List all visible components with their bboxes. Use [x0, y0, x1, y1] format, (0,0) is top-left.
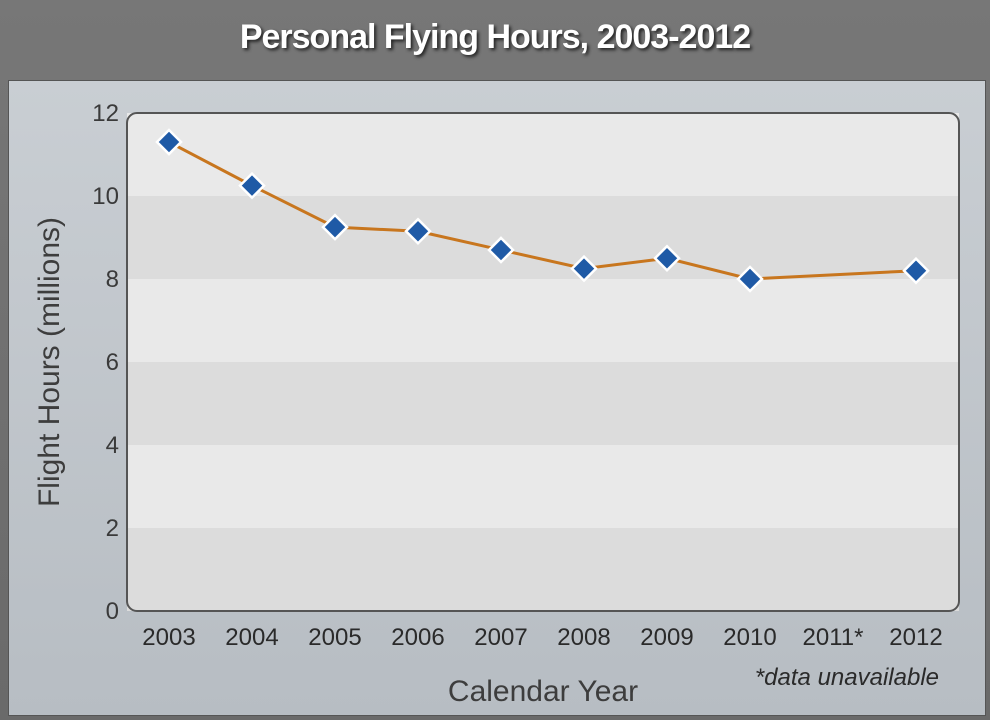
plot-band	[127, 279, 959, 362]
plot-band	[127, 196, 959, 279]
x-tick-label: 2006	[391, 624, 444, 651]
x-tick-label: 2010	[723, 624, 776, 651]
data-point-2003	[155, 128, 183, 156]
x-tick-label: 2004	[225, 624, 278, 651]
x-tick-label: 2008	[557, 624, 610, 651]
y-tick-label: 6	[106, 349, 119, 376]
plot-band	[127, 362, 959, 445]
x-tick-label: 2007	[474, 624, 527, 651]
x-tick-label: 2012	[889, 624, 942, 651]
data-point-2004	[238, 171, 266, 200]
data-point-2006	[404, 217, 432, 246]
plot-band	[127, 445, 959, 528]
data-point-2005	[321, 213, 349, 241]
x-tick-label: 2003	[142, 624, 195, 651]
data-point-2010	[736, 265, 764, 293]
y-tick-label: 2	[106, 515, 119, 542]
data-point-2007	[487, 236, 515, 264]
plot-band	[127, 113, 959, 196]
y-tick-label: 0	[106, 598, 119, 625]
plot-area-border	[126, 112, 960, 612]
chart-title: Personal Flying Hours, 2003-2012	[239, 18, 751, 56]
data-point-2009	[653, 244, 681, 273]
x-tick-label: 2009	[640, 624, 693, 651]
chart-panel: 0 2 4 6 8 10 12 2003 2004 2005 2006 2007 2008 2009 201…	[8, 80, 986, 716]
y-axis-label: Flight Hours (millions)	[33, 217, 66, 507]
y-tick-label: 8	[106, 266, 119, 293]
data-point-2008	[570, 254, 598, 283]
data-point-2012	[902, 256, 930, 285]
x-tick-label: 2011*	[803, 624, 864, 651]
y-tick-label: 4	[106, 432, 119, 459]
y-tick-label: 12	[92, 100, 119, 127]
x-tick-label: 2005	[308, 624, 361, 651]
y-tick-label: 10	[92, 183, 119, 210]
footnote: *data unavailable	[755, 664, 939, 691]
plot-band	[127, 528, 959, 611]
line-chart: 0 2 4 6 8 10 12 2003 2004 2005 2006 2007 2008 2009 201…	[33, 100, 960, 708]
x-axis-label: Calendar Year	[448, 675, 638, 708]
